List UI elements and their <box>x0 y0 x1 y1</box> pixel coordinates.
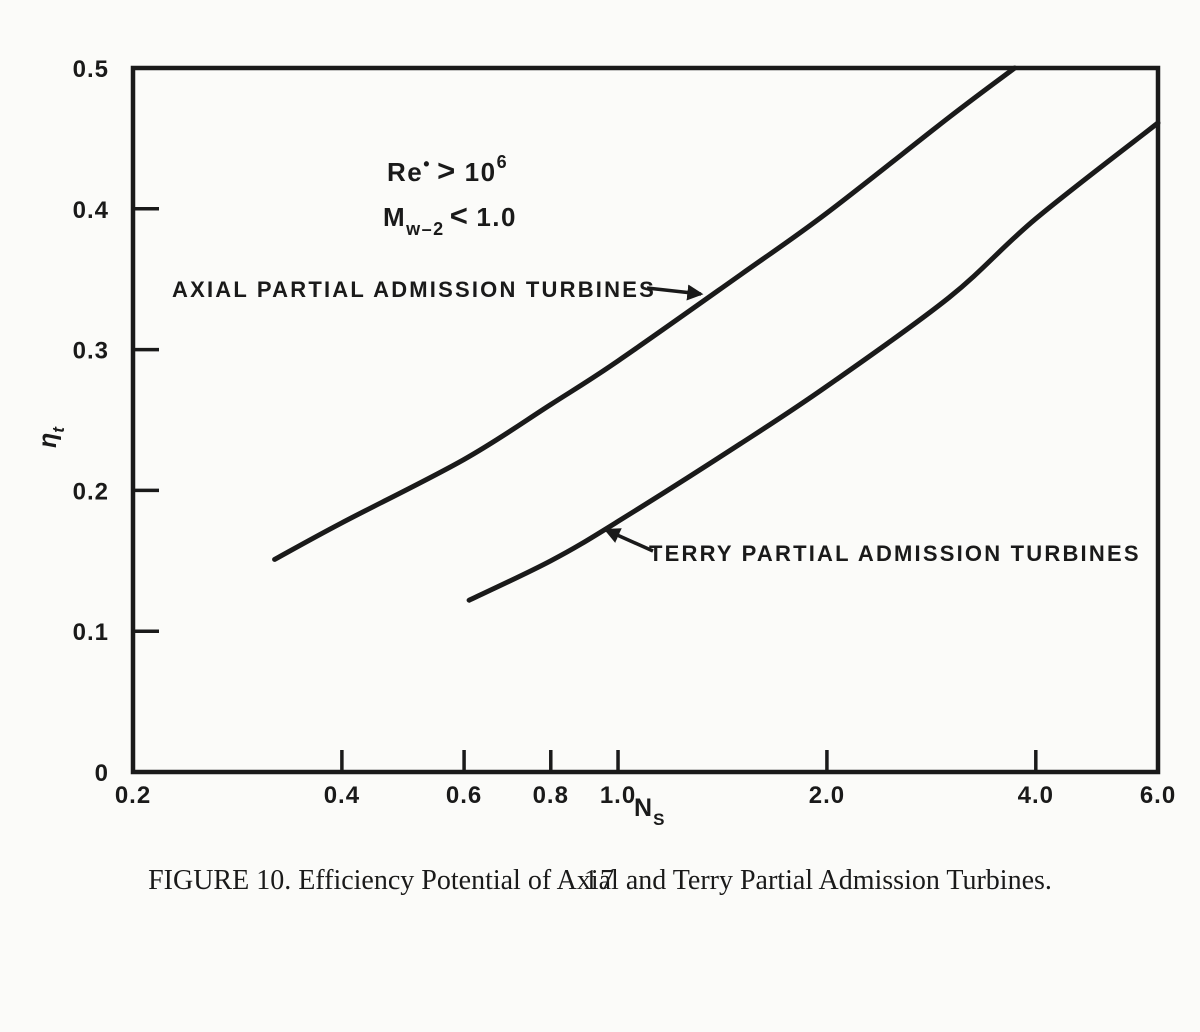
mach-value: 1.0 <box>476 202 517 232</box>
mach-subscript: w–2 <box>405 219 445 239</box>
mach-op: < <box>450 198 470 233</box>
x-tick-label: 0.6 <box>446 782 482 809</box>
y-tick-label: 0.1 <box>73 619 109 646</box>
x-tick-label: 4.0 <box>1018 782 1054 809</box>
y-tick-label: 0 <box>95 760 109 787</box>
terry-arrow <box>603 528 654 553</box>
plot-border <box>130 65 1161 775</box>
reynolds-mantissa: 10 <box>465 157 497 187</box>
y-tick-label: 0.4 <box>73 197 109 224</box>
figure-10-chart: 0.2 0.4 0.6 0.8 1.0 2.0 4.0 6.0 00.10.20.30.40.… <box>34 56 1176 829</box>
x-axis-title-sub: S <box>653 810 664 829</box>
x-tick-label: 6.0 <box>1140 782 1176 809</box>
x-tick-label: 2.0 <box>809 782 845 809</box>
x-axis-title: NS <box>634 794 664 829</box>
y-axis-title-base: η <box>34 433 62 448</box>
x-tick-label: 0.2 <box>115 782 151 809</box>
mach-base: M <box>383 202 406 232</box>
axial-arrow <box>646 284 704 301</box>
y-tick-label: 0.3 <box>73 338 109 365</box>
y-tick-label: 0.5 <box>73 56 109 83</box>
x-axis-title-base: N <box>634 794 652 822</box>
reynolds-op: > <box>437 153 457 188</box>
y-axis-ticks: 0 0.1 0.2 0.3 0.4 0.5 <box>73 56 159 787</box>
axial-curve <box>272 65 1018 562</box>
x-axis-ticks: 0.2 0.4 0.6 0.8 1.0 2.0 4.0 6.0 <box>115 750 1176 809</box>
figure-caption: FIGURE 10. Efficiency Potential of Axial… <box>148 865 1052 896</box>
terry-curve-label: TERRY PARTIAL ADMISSION TURBINES <box>649 541 1141 566</box>
y-axis-title-sub: t <box>49 426 68 433</box>
y-tick-label: 0.2 <box>73 478 109 505</box>
axial-curve-label: AXIAL PARTIAL ADMISSION TURBINES <box>172 277 656 302</box>
x-tick-label: 0.4 <box>324 782 360 809</box>
x-tick-label: 0.8 <box>533 782 569 809</box>
x-tick-label: 1.0 <box>600 782 636 809</box>
terry-curve <box>466 120 1161 603</box>
reynolds-annotation: Re• >106 <box>387 152 508 188</box>
reynolds-base: Re <box>387 157 423 187</box>
mach-annotation: Mw–2 <1.0 <box>383 198 517 239</box>
reynolds-star: • <box>423 154 431 174</box>
page-number: 17 <box>584 865 616 896</box>
y-axis-title: ηt <box>34 426 68 448</box>
reynolds-exponent: 6 <box>497 152 509 172</box>
